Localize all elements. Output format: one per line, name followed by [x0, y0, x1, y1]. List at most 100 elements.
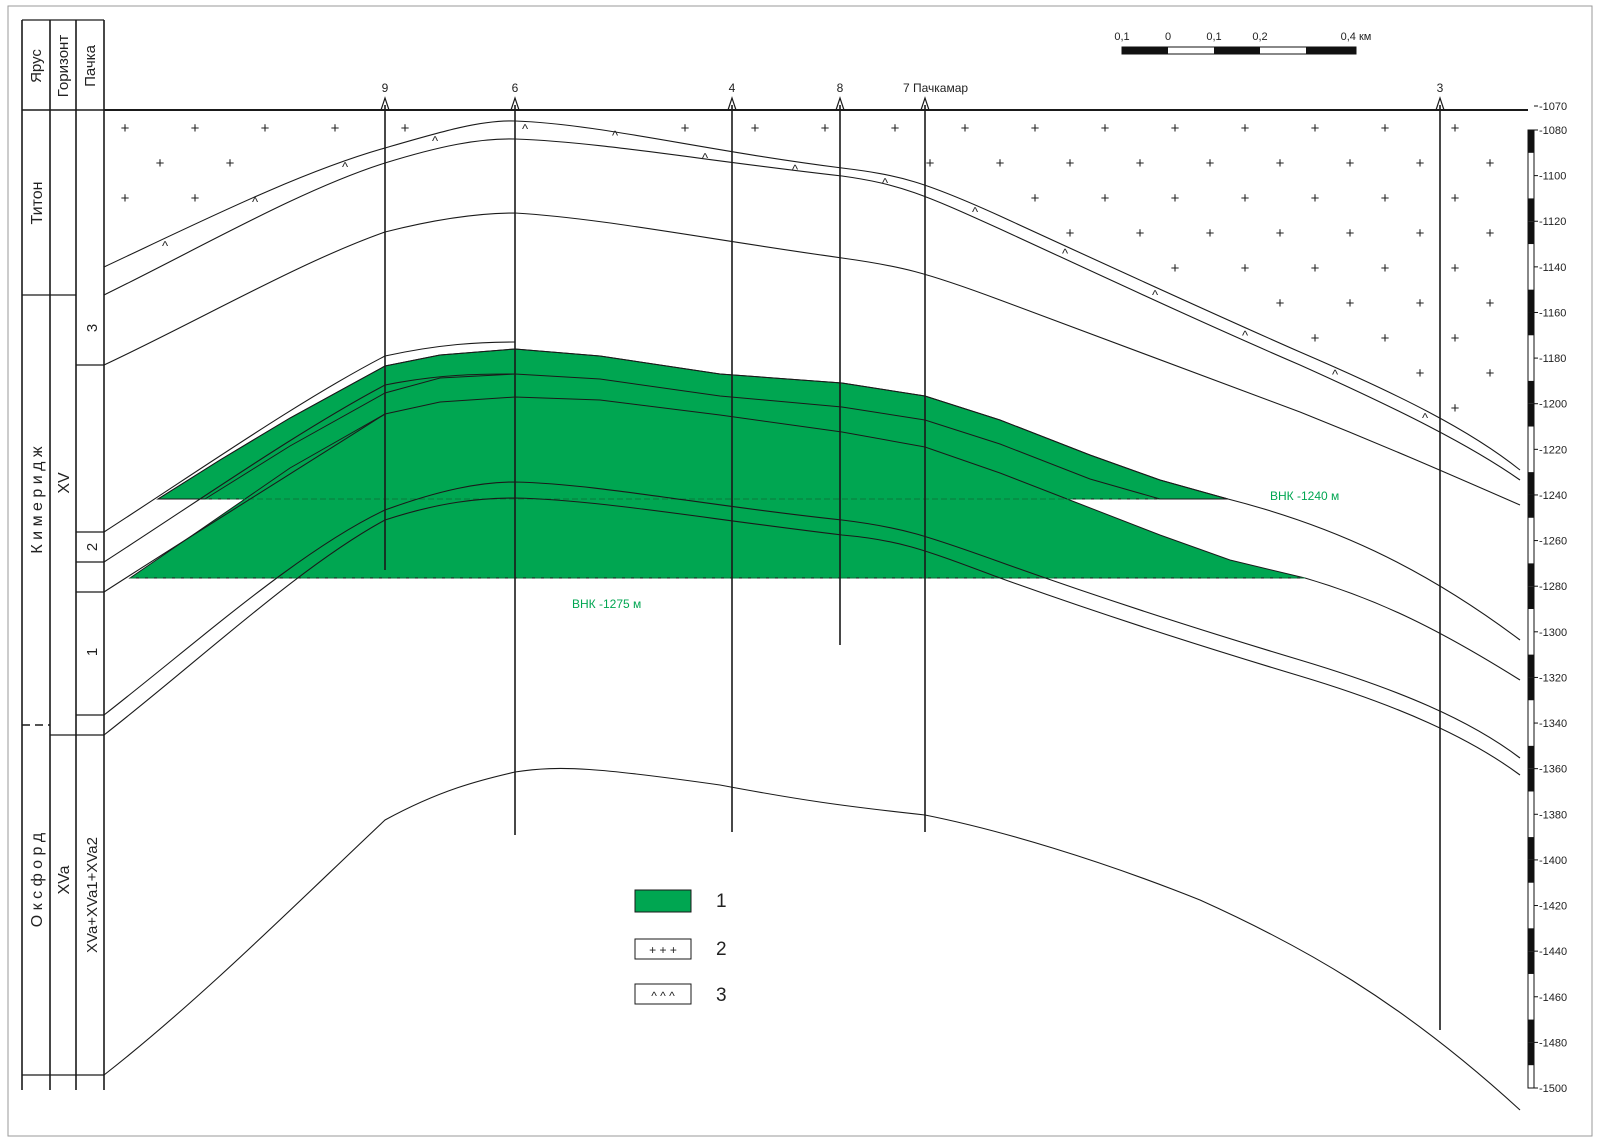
plus-mark: +: [1381, 330, 1390, 347]
depth-bar-seg: [1528, 745, 1534, 769]
plus-mark: +: [1066, 155, 1075, 172]
header-pack: Пачка: [82, 44, 99, 87]
boundary-k1: [103, 481, 1521, 759]
pack-2: 2: [84, 543, 101, 551]
depth-bar-seg: [1528, 312, 1534, 336]
plus-mark: +: [1486, 365, 1495, 382]
caret-mark: ^: [612, 128, 619, 143]
plus-mark: +: [1451, 190, 1460, 207]
legend-swatch-caret: [634, 983, 692, 1005]
caret-mark: ^: [1242, 328, 1249, 343]
plus-mark: +: [681, 120, 690, 137]
plus-mark: +: [1206, 155, 1215, 172]
well-marker: [727, 96, 737, 111]
plus-mark: +: [891, 120, 900, 137]
depth-bar-seg: [1528, 859, 1534, 883]
depth-bar-seg: [1528, 403, 1534, 427]
plus-mark: +: [1171, 190, 1180, 207]
plus-mark: +: [1486, 295, 1495, 312]
wells: 9 6 4 8 7 Пачкамар 3: [380, 81, 1445, 1030]
plus-mark: +: [821, 120, 830, 137]
plus-mark: +: [1381, 260, 1390, 277]
depth-label: -1480: [1539, 1037, 1567, 1049]
plus-mark: +: [1066, 225, 1075, 242]
legend: 1 + + + 2 ^ ^ ^ 3: [634, 889, 727, 1006]
well-label: 9: [382, 81, 389, 95]
plus-mark: +: [261, 120, 270, 137]
boundary-t1: [103, 120, 1521, 471]
pack-xva: XVa+XVa1+XVa2: [84, 837, 101, 953]
legend-label-2: 2: [716, 939, 727, 960]
depth-bar-seg: [1528, 563, 1534, 587]
caret-mark: ^: [1422, 411, 1429, 426]
caret-mark: ^: [522, 121, 529, 136]
caret-mark: ^: [252, 195, 259, 210]
contact-label-upper: ВНК -1240 м: [1270, 489, 1339, 503]
plus-mark: +: [121, 190, 130, 207]
scale-bar: 0,1 0 0,1 0,2 0,4 км: [1114, 31, 1371, 55]
plus-mark: +: [1486, 225, 1495, 242]
plus-mark: +: [191, 120, 200, 137]
depth-label: -1100: [1539, 171, 1566, 183]
plus-mark: +: [1416, 155, 1425, 172]
oil-zones: [128, 348, 1306, 579]
well-label: 3: [1437, 81, 1444, 95]
depth-bar-seg: [1528, 837, 1534, 860]
depth-label: -1340: [1539, 718, 1567, 730]
boundary-xv2-top: [103, 341, 516, 533]
plus-mark: +: [1451, 400, 1460, 417]
depth-label: -1200: [1539, 399, 1567, 411]
depth-label: -1080: [1539, 125, 1567, 137]
boundary-mid-right: [1304, 577, 1521, 681]
plus-mark: +: [961, 120, 970, 137]
depth-label: -1460: [1539, 992, 1567, 1004]
depth-bar-seg: [1528, 586, 1534, 609]
stage-titon: Титон: [29, 182, 46, 225]
depth-bar-seg: [1528, 289, 1534, 313]
depth-label: -1360: [1539, 764, 1567, 776]
depth-bar-seg: [1528, 494, 1534, 518]
depth-label: -1140: [1539, 262, 1566, 274]
well-marker: [835, 96, 845, 111]
plus-mark: +: [1101, 190, 1110, 207]
stage-oxford: О к с ф о р д: [29, 832, 46, 927]
contact-label-lower: ВНК -1275 м: [572, 597, 641, 611]
depth-label: -1260: [1539, 536, 1567, 548]
depth-label: -1380: [1539, 809, 1567, 821]
depth-bar-seg: [1528, 221, 1534, 245]
depth-bar-seg: [1528, 951, 1534, 974]
depth-bar-seg: [1528, 654, 1534, 678]
plus-mark: +: [1241, 190, 1250, 207]
plus-mark: +: [1416, 225, 1425, 242]
caret-mark: ^: [792, 162, 799, 177]
boundary-pack1-top: [103, 413, 386, 593]
plus-mark: +: [226, 155, 235, 172]
depth-label: -1120: [1539, 216, 1566, 228]
plus-mark: +: [1031, 190, 1040, 207]
depth-label: -1400: [1539, 855, 1567, 867]
horizon-xva: XVa: [56, 865, 73, 894]
pattern-caret-line: ^ ^ ^ ^ ^ ^ ^ ^ ^ ^ ^ ^ ^ ^ ^: [162, 121, 1429, 425]
depth-label: -1320: [1539, 672, 1567, 684]
stage-kimmeridge: К и м е р и д ж: [29, 446, 46, 553]
scale-label-4: 0,2: [1252, 31, 1267, 43]
scale-label-3: 0,1: [1206, 31, 1221, 43]
caret-mark: ^: [1152, 287, 1159, 302]
caret-mark: ^: [1332, 367, 1339, 382]
well-label: 6: [512, 81, 519, 95]
plus-mark: +: [1346, 225, 1355, 242]
strat-column: [21, 19, 105, 1090]
plus-mark: +: [996, 155, 1005, 172]
layer-lines: [103, 120, 1521, 1111]
depth-label: -1070: [1539, 101, 1567, 113]
plus-mark: +: [1276, 225, 1285, 242]
plus-mark: +: [1241, 120, 1250, 137]
plus-mark: +: [191, 190, 200, 207]
depth-scale: -1070 -1080 -1100 -1120 -1140 -1160 -1180 -1200…: [1527, 101, 1567, 1095]
depth-bar-seg: [1528, 380, 1534, 404]
boundary-xv2: [103, 373, 516, 563]
plus-mark: +: [926, 155, 935, 172]
well-marker: [510, 96, 520, 111]
plus-mark: +: [1451, 260, 1460, 277]
